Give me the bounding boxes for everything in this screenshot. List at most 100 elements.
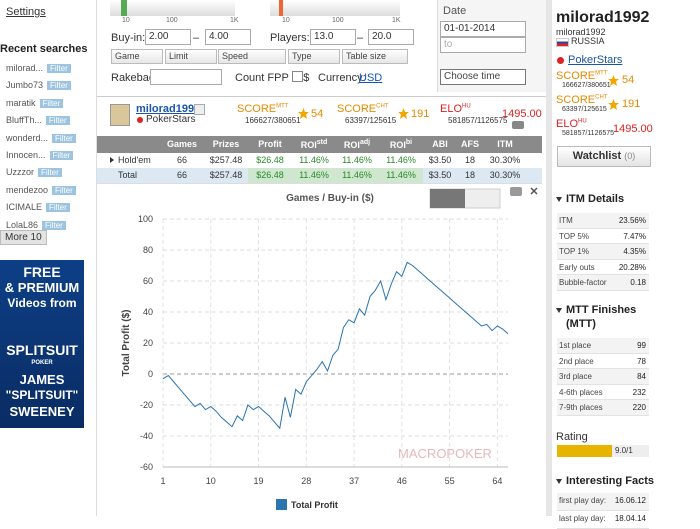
date-from[interactable]: 01-01-2014 <box>440 21 526 37</box>
recent-item[interactable]: BluffTh... Filter <box>6 115 70 126</box>
score-value: 1495.00 <box>613 123 653 135</box>
row-label: 1st place <box>559 341 592 350</box>
filter-badge[interactable]: Filter <box>52 133 76 143</box>
players-from[interactable]: 13.0 <box>310 29 356 45</box>
site-name[interactable]: PokerStars <box>568 54 623 66</box>
rakeback-input[interactable] <box>150 69 222 85</box>
table-header: AFS <box>440 139 500 149</box>
recent-item[interactable]: milorad... Filter <box>6 63 71 73</box>
select[interactable]: Game <box>111 49 163 64</box>
settings-link[interactable]: Settings <box>6 6 46 18</box>
fpp-checkbox[interactable] <box>292 71 303 82</box>
row-bg <box>557 493 649 511</box>
currency-select[interactable]: USD <box>359 72 383 84</box>
recent-item[interactable]: mendezoo Filter <box>6 185 76 195</box>
camera-icon[interactable] <box>510 187 522 196</box>
score-rank: 581857/1126575 <box>562 130 615 137</box>
header-text: ROI <box>343 140 360 150</box>
slider-handle[interactable] <box>279 0 283 16</box>
watchlist-label: Watchlist <box>572 150 622 162</box>
filter-badge[interactable]: Filter <box>52 185 76 195</box>
filter-badge[interactable]: Filter <box>38 168 62 178</box>
table-header: ROIadj <box>327 139 387 150</box>
recent-item[interactable]: maratik Filter <box>6 98 64 108</box>
table-cell: 66 <box>176 155 187 165</box>
row-value: 232 <box>632 387 646 397</box>
y-tick-label: -40 <box>140 431 153 441</box>
slider-handle[interactable] <box>121 0 127 16</box>
filter-badge[interactable]: Filter <box>49 151 74 160</box>
close-icon[interactable] <box>530 187 538 195</box>
chart-title: Games / Buy-in ($) <box>286 193 374 204</box>
star-icon <box>298 108 309 119</box>
score-stars: 54 <box>622 74 635 86</box>
range-sep: – <box>193 32 200 44</box>
y-tick-label: 20 <box>143 338 153 348</box>
select[interactable]: Type <box>288 49 340 64</box>
recent-item[interactable]: Uzzzor Filter <box>6 167 62 178</box>
filter-badge[interactable]: Filter <box>42 220 66 230</box>
section-title: MTT Finishes <box>556 304 636 316</box>
camera-icon[interactable] <box>512 121 524 129</box>
row-label: 3rd place <box>559 372 592 381</box>
filter-badge[interactable]: Filter <box>47 81 71 91</box>
recent-item[interactable]: LolaL86 Filter <box>6 220 66 230</box>
select[interactable]: Limit <box>165 49 217 64</box>
x-tick-label: 1 <box>160 476 165 486</box>
recent-name: Innocen... <box>6 150 46 160</box>
filter-badge[interactable]: Filter <box>47 64 71 73</box>
recent-item[interactable]: ICIMALE Filter <box>6 202 70 213</box>
recent-name: BluffTh... <box>6 115 42 126</box>
recent-item[interactable]: wonderd... Filter <box>6 133 76 143</box>
player-name[interactable]: milorad1992 <box>136 103 201 115</box>
x-tick-label: 10 <box>206 476 216 486</box>
filter-badge[interactable]: Filter <box>39 98 64 108</box>
row-label: TOP 5% <box>559 231 589 241</box>
line-view-button[interactable] <box>430 189 465 208</box>
header-text: ROI <box>300 140 317 150</box>
select[interactable]: Table size <box>342 49 408 64</box>
row-value: 23.56% <box>618 216 646 225</box>
table-cell: $257.48 <box>209 155 243 165</box>
score-name: SCORE <box>556 70 596 82</box>
row-bg <box>557 384 649 400</box>
choose-time[interactable]: Choose time <box>440 69 526 85</box>
score-type: HU <box>462 103 471 110</box>
row-label: 7-9th places <box>559 403 603 412</box>
watch-count: (0) <box>624 151 636 161</box>
buyin-from[interactable]: 2.00 <box>145 29 191 45</box>
slider <box>110 0 235 16</box>
filter-badge[interactable]: Filter <box>46 203 70 213</box>
date-to[interactable]: to <box>440 37 526 53</box>
table-cell: 11.46% <box>386 155 416 165</box>
filter-badge[interactable]: Filter <box>45 116 70 126</box>
table-cell: 18 <box>464 155 475 165</box>
row-label: Bubble-factor <box>559 278 607 287</box>
table-cell: $257.48 <box>209 170 243 180</box>
score-rank: 166627/380651 <box>245 116 301 125</box>
recent-item[interactable]: Innocen... Filter <box>6 150 74 160</box>
score-stars: 54 <box>311 108 324 120</box>
recent-name: Uzzzor <box>6 167 35 178</box>
ad-banner[interactable]: FREE & PREMIUM Videos from SPLITSUIT POKER JA… <box>0 260 84 428</box>
score-rank: 63397/125615 <box>562 106 607 113</box>
highlight <box>248 168 423 183</box>
slider-tick: 1K <box>392 17 401 24</box>
ad-text: POKER <box>31 360 53 366</box>
players-to[interactable]: 20.0 <box>368 29 414 45</box>
watchlist-button[interactable]: Watchlist (0) <box>557 146 651 167</box>
ad-text: JAMES <box>19 372 65 387</box>
table-cell: 11.46% <box>299 155 329 165</box>
buyin-to[interactable]: 4.00 <box>205 29 251 45</box>
select[interactable]: Speed <box>218 49 286 64</box>
flag <box>556 38 569 47</box>
x-tick-label: 55 <box>445 476 455 486</box>
ad-text: "SPLITSUIT" <box>5 388 79 402</box>
expand-arrow[interactable] <box>110 157 114 163</box>
table-header: Games <box>152 139 212 149</box>
score-label: SCORECHT <box>556 94 607 106</box>
recent-item[interactable]: Jumbo73 Filter <box>6 80 71 91</box>
more-button[interactable]: More 10 <box>0 230 47 245</box>
avatar <box>110 104 130 126</box>
score-type: CHT <box>376 103 389 110</box>
